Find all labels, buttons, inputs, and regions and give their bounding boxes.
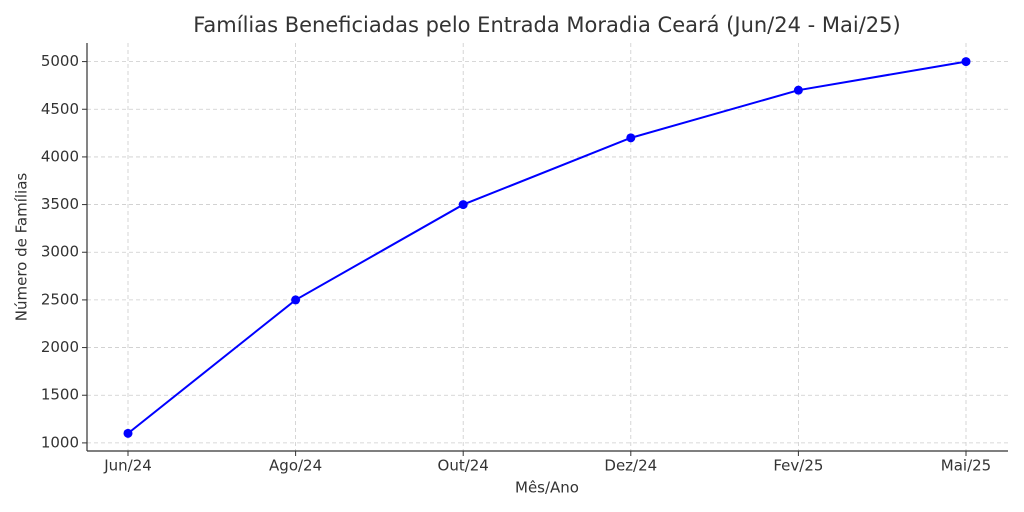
- x-tick-label: Jun/24: [103, 457, 152, 475]
- y-tick-label: 3500: [41, 195, 79, 213]
- x-axis-label: Mês/Ano: [515, 479, 579, 497]
- y-tick-label: 5000: [41, 52, 79, 70]
- chart-title: Famílias Beneficiadas pelo Entrada Morad…: [193, 13, 900, 37]
- y-tick-label: 4500: [41, 100, 79, 118]
- y-tick-label: 1500: [41, 386, 79, 404]
- x-tick-label: Dez/24: [604, 457, 657, 475]
- x-tick-label: Out/24: [438, 457, 489, 475]
- x-tick-label: Fev/25: [773, 457, 823, 475]
- x-tick-label: Mai/25: [941, 457, 991, 475]
- data-point: [961, 57, 971, 67]
- series-line: [127, 60, 967, 435]
- y-tick-label: 2500: [41, 290, 79, 308]
- y-axis-label: Número de Famílias: [13, 173, 31, 322]
- data-point: [458, 200, 468, 210]
- data-point: [291, 295, 301, 305]
- data-point: [626, 133, 636, 143]
- y-tick-label: 4000: [41, 147, 79, 165]
- x-tick-label: Ago/24: [269, 457, 322, 475]
- data-point: [123, 428, 133, 438]
- y-tick-label: 2000: [41, 338, 79, 356]
- y-tick-label: 3000: [41, 243, 79, 261]
- data-point: [793, 85, 803, 95]
- y-tick-label: 1000: [41, 433, 79, 451]
